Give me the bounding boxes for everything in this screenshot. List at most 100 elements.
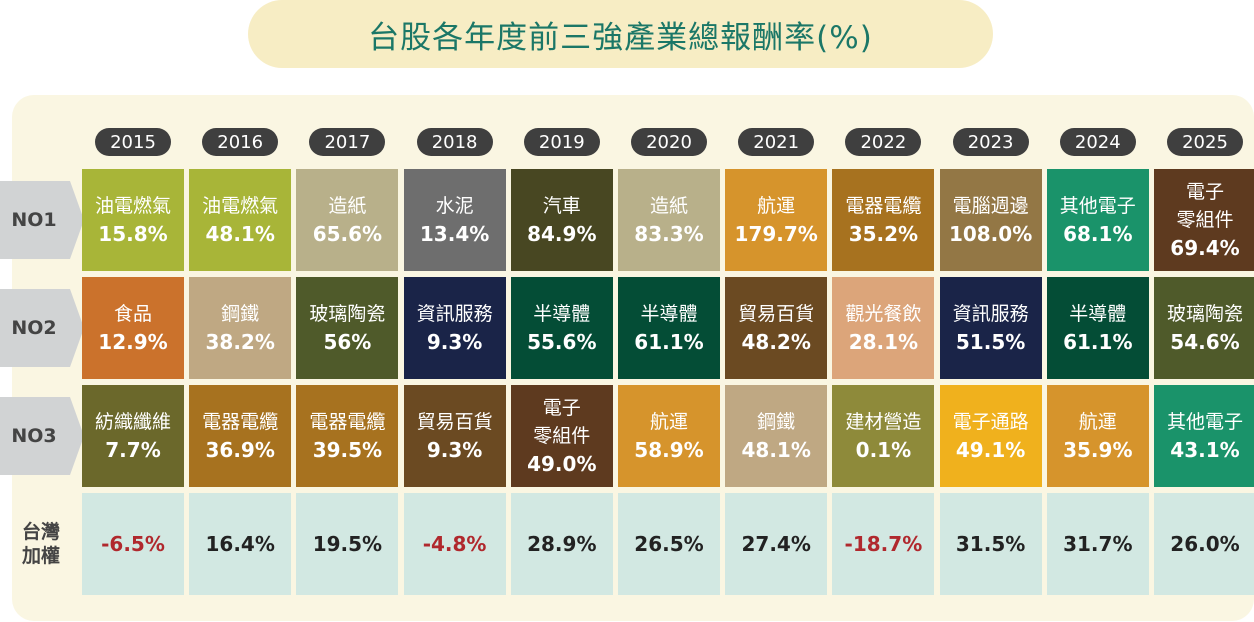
page-title: 台股各年度前三強產業總報酬率(%) xyxy=(248,0,993,68)
industry-return: 35.9% xyxy=(1063,438,1133,462)
industry-cell: 貿易百貨 48.2% xyxy=(725,277,828,379)
industry-return: 9.3% xyxy=(426,438,483,462)
industry-return: 49.0% xyxy=(527,452,597,476)
industry-cell: 觀光餐飲 28.1% xyxy=(832,277,935,379)
industry-name: 其他電子 xyxy=(1059,195,1136,217)
industry-name: 觀光餐飲 xyxy=(845,303,922,325)
index-label-line: 加權 xyxy=(21,545,60,567)
industry-name: 其他電子 xyxy=(1166,411,1243,433)
industry-return: 61.1% xyxy=(1063,330,1133,354)
index-return: -4.8% xyxy=(403,493,506,595)
industry-name: 油電燃氣 xyxy=(202,195,279,217)
industry-cell: 水泥 13.4% xyxy=(403,169,506,271)
industry-cell: 紡織纖維 7.7% xyxy=(82,385,184,487)
industry-name: 電器電纜 xyxy=(845,195,922,217)
industry-return: 69.4% xyxy=(1170,236,1240,260)
industry-cell: 其他電子 68.1% xyxy=(1046,169,1149,271)
rank-label: NO1 xyxy=(0,181,82,259)
industry-name: 貿易百貨 xyxy=(738,303,815,325)
industry-cell: 鋼鐵 38.2% xyxy=(189,277,292,379)
year-label: 2018 xyxy=(416,128,493,156)
industry-return: 15.8% xyxy=(98,222,168,246)
industry-cell: 玻璃陶瓷 56% xyxy=(296,277,399,379)
index-return: 26.5% xyxy=(618,493,720,595)
year-label: 2021 xyxy=(738,128,815,156)
year-label: 2015 xyxy=(95,128,171,156)
industry-name: 電子通路 xyxy=(952,411,1029,433)
industry-name: 電腦週邊 xyxy=(952,195,1029,217)
year-label: 2019 xyxy=(523,128,600,156)
industry-name: 油電燃氣 xyxy=(94,195,171,217)
year-label: 2023 xyxy=(952,128,1029,156)
industry-return: 13.4% xyxy=(419,222,490,246)
industry-return: 43.1% xyxy=(1170,438,1240,462)
industry-return: 179.7% xyxy=(734,222,818,246)
industry-cell: 造紙 83.3% xyxy=(618,169,720,271)
industry-name: 電器電纜 xyxy=(202,411,279,433)
industry-return: 55.6% xyxy=(527,330,597,354)
industry-cell: 資訊服務 9.3% xyxy=(403,277,506,379)
industry-name: 半導體 xyxy=(1069,303,1127,325)
industry-name: 航運 xyxy=(1078,411,1117,433)
industry-return: 48.1% xyxy=(741,438,811,462)
industry-name: 半導體 xyxy=(640,303,698,325)
industry-return: 48.2% xyxy=(741,330,811,354)
industry-cell: 鋼鐵 48.1% xyxy=(725,385,828,487)
industry-return: 9.3% xyxy=(426,330,483,354)
industry-name: 資訊服務 xyxy=(952,303,1029,325)
industry-return: 108.0% xyxy=(948,222,1033,246)
industry-cell: 半導體 61.1% xyxy=(618,277,720,379)
industry-return: 54.6% xyxy=(1170,330,1240,354)
industry-return: 7.7% xyxy=(105,438,161,462)
industry-cell: 航運 179.7% xyxy=(725,169,828,271)
index-return: 26.0% xyxy=(1154,493,1254,595)
industry-return: 38.2% xyxy=(205,330,275,354)
industry-name: 電器電纜 xyxy=(309,411,386,433)
industry-cell: 電腦週邊 108.0% xyxy=(939,169,1042,271)
index-label: 台灣 加權 xyxy=(0,493,82,595)
industry-cell: 油電燃氣 48.1% xyxy=(189,169,292,271)
industry-name: 建材營造 xyxy=(845,411,922,433)
index-return: 27.4% xyxy=(725,493,828,595)
industry-return: 39.5% xyxy=(312,438,383,462)
index-return: 31.7% xyxy=(1046,493,1149,595)
industry-return: 35.2% xyxy=(848,222,919,246)
industry-cell: 其他電子 43.1% xyxy=(1154,385,1254,487)
industry-return: 65.6% xyxy=(312,222,383,246)
industry-cell: 資訊服務 51.5% xyxy=(939,277,1042,379)
industry-cell: 電子 零組件 69.4% xyxy=(1154,169,1254,271)
industry-cell: 半導體 55.6% xyxy=(510,277,613,379)
industry-return: 68.1% xyxy=(1063,222,1133,246)
industry-cell: 電子通路 49.1% xyxy=(939,385,1042,487)
industry-return: 58.9% xyxy=(634,438,704,462)
year-label: 2020 xyxy=(631,128,707,156)
industry-name: 造紙 xyxy=(328,195,367,217)
index-return: 28.9% xyxy=(510,493,613,595)
industry-name: 水泥 xyxy=(435,195,474,217)
industry-return: 36.9% xyxy=(205,438,275,462)
index-return: 19.5% xyxy=(296,493,399,595)
index-return: 31.5% xyxy=(939,493,1042,595)
industry-name: 玻璃陶瓷 xyxy=(309,303,386,325)
year-label: 2024 xyxy=(1059,128,1136,156)
industry-return: 48.1% xyxy=(205,222,275,246)
industry-return: 28.1% xyxy=(848,330,919,354)
industry-name: 鋼鐵 xyxy=(757,411,796,433)
industry-name: 汽車 xyxy=(542,195,581,217)
industry-cell: 玻璃陶瓷 54.6% xyxy=(1154,277,1254,379)
index-return: -18.7% xyxy=(832,493,935,595)
rank-label: NO3 xyxy=(0,397,82,475)
industry-return: 83.3% xyxy=(634,222,704,246)
year-label: 2016 xyxy=(202,128,279,156)
industry-name: 資訊服務 xyxy=(416,303,493,325)
industry-cell: 建材營造 0.1% xyxy=(832,385,935,487)
industry-return: 49.1% xyxy=(955,438,1026,462)
industry-cell: 汽車 84.9% xyxy=(510,169,613,271)
industry-return: 51.5% xyxy=(955,330,1026,354)
index-label-line: 台灣 xyxy=(21,521,60,543)
industry-cell: 油電燃氣 15.8% xyxy=(82,169,184,271)
index-return: 16.4% xyxy=(189,493,292,595)
industry-return: 12.9% xyxy=(98,330,168,354)
industry-name: 造紙 xyxy=(649,195,688,217)
industry-name: 半導體 xyxy=(533,303,591,325)
